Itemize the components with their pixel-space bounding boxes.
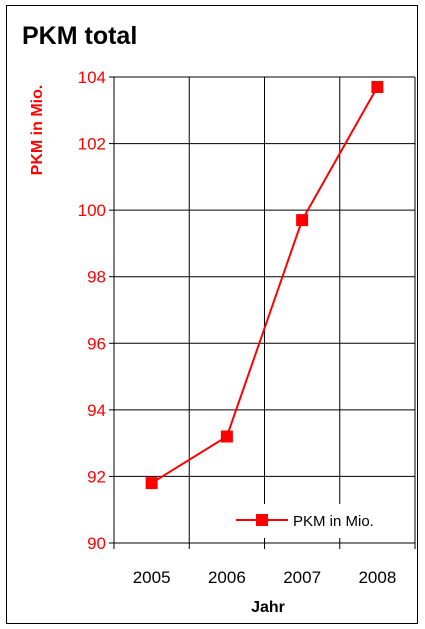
series-line [151, 86, 379, 484]
data-point-marker [371, 80, 384, 93]
y-tick-label: 92 [87, 467, 106, 486]
gridlines [114, 76, 416, 543]
series-line-layer [151, 86, 379, 484]
legend-marker-swatch [256, 514, 268, 526]
data-markers [145, 80, 384, 490]
x-tick-label: 2005 [133, 568, 171, 587]
axes [109, 76, 416, 549]
y-tick-label: 102 [78, 135, 106, 154]
data-point-marker [296, 214, 309, 227]
x-tick-label: 2007 [283, 568, 321, 587]
x-tick-labels: 2005 2006 2007 2008 [133, 568, 397, 587]
y-tick-label: 90 [87, 534, 106, 553]
y-axis-label: PKM in Mio. [29, 85, 46, 176]
y-tick-label: 104 [78, 68, 106, 87]
chart-title: PKM total [22, 22, 137, 50]
y-tick-label: 96 [87, 334, 106, 353]
x-tick-label: 2006 [208, 568, 246, 587]
legend: PKM in Mio. [226, 504, 412, 538]
y-tick-label: 98 [87, 268, 106, 287]
x-axis-label: Jahr [251, 599, 285, 616]
y-tick-label: 100 [78, 201, 106, 220]
y-tick-label: 94 [87, 401, 106, 420]
data-point-marker [220, 430, 233, 443]
data-point-marker [145, 477, 158, 490]
y-tick-labels: 90 92 94 96 98 100 102 104 [78, 68, 106, 553]
x-tick-label: 2008 [358, 568, 396, 587]
legend-series-label: PKM in Mio. [293, 513, 374, 530]
